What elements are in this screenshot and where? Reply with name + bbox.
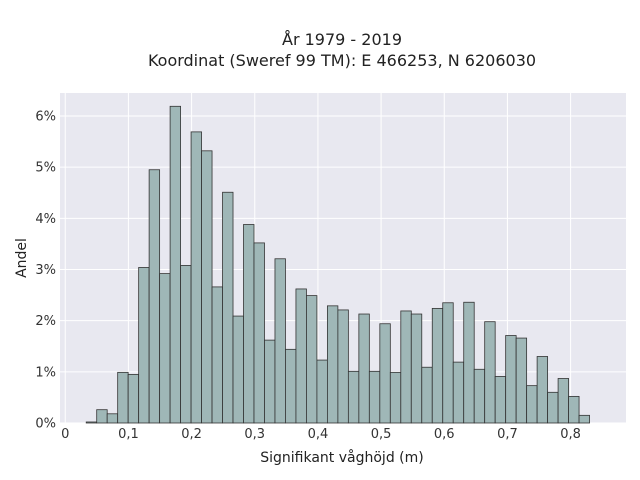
histogram-bar <box>347 370 360 424</box>
histogram-bar <box>285 348 297 424</box>
x-tick-label: 0,3 <box>244 427 265 442</box>
histogram-bar <box>127 373 140 424</box>
histogram-bar <box>578 414 590 424</box>
x-tick-label: 0,7 <box>497 427 518 442</box>
y-tick-labels: 0% 1% 2% 3% 4% 5% 6% <box>35 110 56 432</box>
histogram-bar <box>85 421 98 424</box>
histogram-bar <box>358 313 370 424</box>
x-tick-label: 0,8 <box>560 427 581 442</box>
y-tick-label: 4% <box>35 212 56 227</box>
x-tick-label: 0,6 <box>434 427 455 442</box>
histogram-bar <box>442 302 454 424</box>
histogram-bar <box>326 305 339 424</box>
histogram-bar <box>117 371 129 424</box>
histogram-bar <box>106 413 119 424</box>
histogram-bar <box>159 273 171 424</box>
histogram-bar <box>138 267 150 424</box>
histogram-bar <box>190 131 202 424</box>
histogram-bar <box>526 385 538 424</box>
histogram-bar <box>557 378 569 424</box>
histogram-bar <box>547 391 559 424</box>
histogram-bar <box>180 265 192 424</box>
histogram-bar <box>337 309 349 424</box>
histogram-bar <box>379 323 391 424</box>
histogram-bar <box>568 395 580 424</box>
x-tick-label: 0,4 <box>308 427 329 442</box>
histogram-bar <box>536 356 549 424</box>
histogram-bar <box>232 315 244 424</box>
x-tick-label: 0,1 <box>118 427 139 442</box>
y-axis-label: Andel <box>14 238 30 278</box>
y-tick-label: 1% <box>35 365 56 380</box>
y-tick-label: 0% <box>35 417 56 432</box>
histogram-bar <box>264 339 276 424</box>
histogram-bar <box>494 376 507 424</box>
histogram-bar <box>201 150 213 424</box>
histogram-bar <box>484 321 496 424</box>
histogram-bar <box>421 366 433 424</box>
x-tick-labels: 0 0,1 0,2 0,3 0,4 0,5 0,6 0,7 0,8 <box>61 427 581 442</box>
histogram-bar <box>389 371 402 424</box>
histogram-bar <box>505 335 517 424</box>
y-tick-label: 5% <box>35 161 56 176</box>
histogram-bar <box>96 409 108 424</box>
histogram-bar <box>222 191 234 424</box>
histogram-bar <box>400 310 412 424</box>
histogram-bar <box>316 359 328 424</box>
histogram-bar <box>431 307 444 424</box>
histogram-bar <box>274 258 286 424</box>
x-tick-label: 0,5 <box>371 427 392 442</box>
y-tick-label: 2% <box>35 314 56 329</box>
bars <box>85 105 590 424</box>
chart-subtitle: Koordinat (Sweref 99 TM): E 466253, N 62… <box>148 51 536 70</box>
histogram-bar <box>515 337 528 424</box>
histogram-bar <box>295 288 307 424</box>
histogram-bar <box>243 224 255 424</box>
histogram-bar <box>169 105 181 424</box>
histogram-bar <box>148 169 161 424</box>
y-tick-label: 3% <box>35 263 56 278</box>
y-tick-label: 6% <box>35 110 56 125</box>
histogram-bar <box>253 242 265 424</box>
histogram-bar <box>368 370 381 424</box>
x-tick-label: 0 <box>61 427 69 442</box>
histogram-bar <box>463 301 475 424</box>
histogram-bar <box>473 368 486 424</box>
x-axis-label: Signifikant våghöjd (m) <box>260 449 423 466</box>
histogram-bar <box>410 313 423 424</box>
x-tick-label: 0,2 <box>181 427 202 442</box>
histogram-bar <box>306 295 318 424</box>
histogram-bar <box>211 286 223 424</box>
chart-title: År 1979 - 2019 <box>282 30 402 49</box>
histogram-bar <box>452 361 465 424</box>
